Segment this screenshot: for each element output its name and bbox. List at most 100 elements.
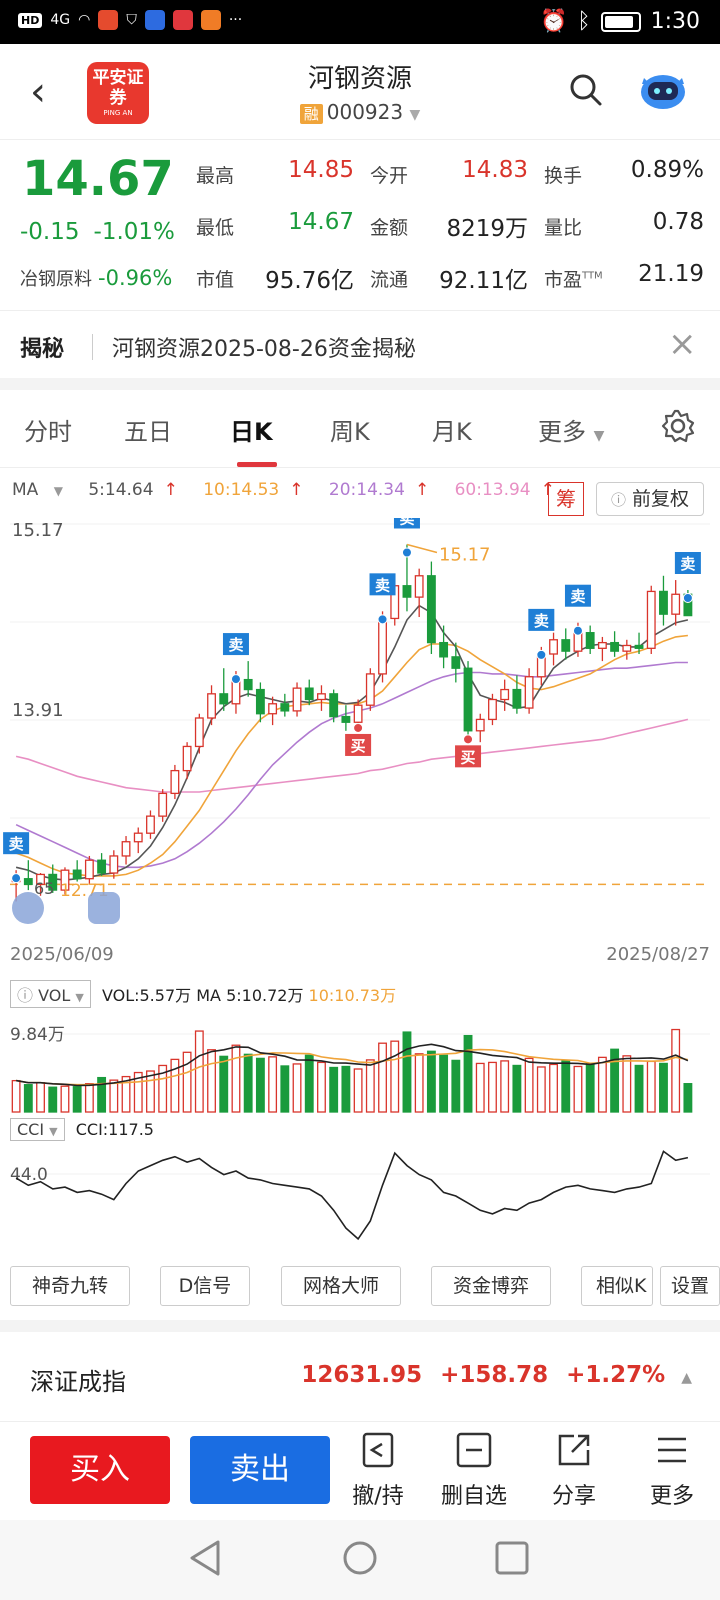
signal-text: 买 — [461, 748, 476, 766]
sell-signal: 卖 — [564, 584, 591, 636]
signal-badge — [369, 573, 396, 596]
candle-down — [426, 575, 436, 644]
back-arrow-icon[interactable]: ‹ — [30, 69, 46, 115]
cci-value: CCI:117.5 — [75, 1120, 154, 1139]
candle-up — [268, 703, 278, 715]
candle-down — [451, 656, 461, 669]
candle-up — [182, 745, 192, 772]
more-button[interactable]: 更多 — [632, 1430, 712, 1510]
volume-bar-up — [597, 1056, 607, 1113]
signal-dot — [11, 873, 22, 884]
fund-reveal-banner[interactable]: 揭秘 河钢资源2025-08-26资金揭秘 × — [0, 316, 720, 378]
up-arrow-icon: ↑ — [540, 480, 555, 500]
more-label: 更多 — [649, 1484, 694, 1509]
tab-more[interactable]: 更多 ▼ — [538, 412, 604, 447]
candle-up — [207, 693, 216, 719]
volume-bar-up — [573, 1065, 583, 1113]
quote-panel: 14.67 -0.15 -1.01% 冶钢原料 -0.96% 最高 14.85 今开… — [0, 141, 720, 311]
cci-chart[interactable]: 44.0 — [0, 1140, 720, 1252]
volume-bar-down — [329, 1066, 339, 1113]
section-gap — [0, 1320, 720, 1332]
logo-text: 平安证券 — [92, 68, 144, 108]
pe-ttm-tag: TTM — [582, 270, 603, 282]
volume-indicator-selector[interactable]: ⓘ VOL ▼ — [10, 980, 91, 1008]
volume-bar-down — [341, 1065, 351, 1113]
volume-value: VOL:5.57万 — [101, 986, 192, 1005]
index-values: 12631.95 +158.78 +1.27% ▲ — [283, 1362, 692, 1388]
ma5-text: 5:14.64 — [88, 480, 154, 500]
volume-bar-up — [292, 1063, 302, 1113]
tool-settings[interactable]: 设置 — [660, 1266, 720, 1306]
expand-left-icon[interactable] — [12, 892, 44, 924]
tab-intraday[interactable]: 分时 — [24, 418, 72, 446]
cancel-hold-button[interactable]: 撤/持 — [338, 1430, 418, 1510]
candle-down — [48, 873, 58, 891]
volume-ratio-value: 0.78 — [652, 209, 704, 235]
volume-legend: ⓘ VOL ▼ VOL:5.57万 MA 5:10.72万 10:10.73万 — [10, 980, 396, 1008]
sell-button[interactable]: 卖出 — [190, 1436, 330, 1504]
adjust-mode-button[interactable]: ⓘ 前复权 — [596, 482, 704, 516]
tool-grid-master[interactable]: 网格大师 — [281, 1266, 401, 1306]
volume-bar-up — [84, 1083, 94, 1113]
close-icon[interactable]: × — [668, 324, 697, 364]
candle-down — [304, 687, 314, 701]
tab-weekly-k[interactable]: 周K — [330, 418, 370, 446]
ma-selector[interactable]: MA ▼ — [12, 480, 73, 500]
volume-ma5: MA 5:10.72万 — [196, 986, 304, 1005]
signal-badge — [222, 633, 249, 656]
candle-up — [109, 855, 119, 874]
ma60-value: 60:13.94 ↑ — [455, 480, 565, 500]
section-gap — [0, 378, 720, 390]
candle-up — [475, 718, 485, 732]
active-tab-indicator — [237, 462, 277, 467]
index-ticker[interactable]: 深证成指 12631.95 +158.78 +1.27% ▲ — [0, 1332, 720, 1422]
signal-text: 卖 — [680, 555, 695, 573]
tab-monthly-k[interactable]: 月K — [432, 418, 472, 446]
robot-assistant-icon[interactable] — [638, 68, 688, 112]
dropdown-icon: ▼ — [53, 484, 63, 498]
tab-five-day[interactable]: 五日 — [124, 418, 172, 446]
remove-watchlist-button[interactable]: 删自选 — [434, 1430, 514, 1510]
app-notification-icon-2 — [200, 10, 221, 30]
chart-end-date: 2025/08/27 — [606, 944, 710, 965]
market-cap-value: 95.76亿 — [265, 268, 354, 294]
nav-recents-icon — [495, 1541, 529, 1575]
candle-up — [317, 693, 326, 701]
volume-chart[interactable]: 9.84万 — [0, 1004, 720, 1114]
stock-code-selector[interactable]: 融 000923 ▼ — [0, 100, 720, 124]
share-button[interactable]: 分享 — [534, 1430, 614, 1510]
tab-daily-k[interactable]: 日K — [230, 418, 273, 446]
market-cap-label: 市值 — [196, 269, 235, 291]
search-icon[interactable] — [568, 72, 604, 108]
tool-magic-nine[interactable]: 神奇九转 — [10, 1266, 130, 1306]
candle-up — [133, 832, 143, 843]
fullscreen-icon[interactable] — [88, 892, 120, 924]
candle-up — [622, 644, 632, 652]
tool-similar-k[interactable]: 相似K — [581, 1266, 653, 1306]
tool-d-signal[interactable]: D信号 — [160, 1266, 250, 1306]
high-label: 最高 — [196, 165, 235, 187]
dropdown-icon: ▼ — [593, 428, 605, 444]
up-arrow-icon: ↑ — [163, 480, 178, 500]
candle-down — [97, 859, 107, 874]
buy-button[interactable]: 买入 — [30, 1436, 170, 1504]
bluetooth-icon: ᛒ — [577, 9, 591, 34]
volume-bar-up — [146, 1070, 155, 1113]
candle-down — [659, 590, 668, 615]
volume-bar-up — [622, 1055, 632, 1113]
bottom-action-bar: 买入 卖出 撤/持 删自选 分享 更多 — [0, 1424, 720, 1520]
ma20-text: 20:14.34 — [328, 480, 405, 500]
tab-more-label: 更多 — [538, 418, 586, 446]
caret-up-icon[interactable]: ▲ — [681, 1370, 692, 1386]
sector-info[interactable]: 冶钢原料 -0.96% — [20, 265, 172, 291]
tool-fund-game[interactable]: 资金博弈 — [431, 1266, 551, 1306]
signal-badge — [3, 832, 30, 855]
ma60-text: 60:13.94 — [454, 480, 531, 500]
chip-distribution-button[interactable]: 筹 — [548, 482, 584, 516]
volume-bar-down — [72, 1086, 82, 1113]
volume-bar-up — [500, 1060, 510, 1113]
shield-icon: ⛉ — [126, 12, 137, 28]
gear-icon[interactable] — [660, 408, 696, 444]
cci-indicator-selector[interactable]: CCI ▼ — [10, 1118, 65, 1141]
